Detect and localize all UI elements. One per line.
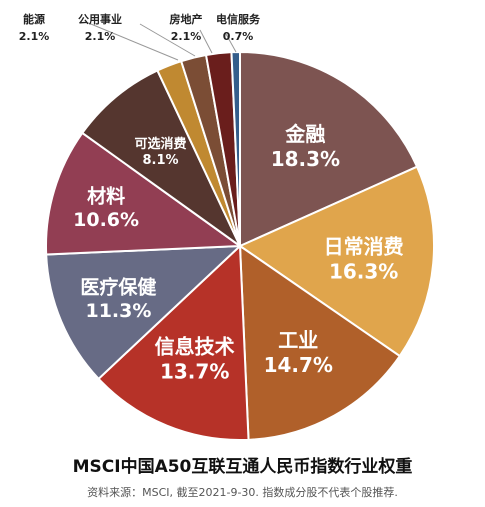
leader-line-communication-services <box>225 33 237 53</box>
slice-value-health-care: 11.3% <box>85 300 151 322</box>
slice-industrials <box>238 244 402 441</box>
slice-value-financials: 18.3% <box>271 147 340 171</box>
slice-value-information-technology: 13.7% <box>160 359 229 383</box>
leader-line-energy <box>85 21 179 61</box>
slice-label-health-care: 医疗保健 <box>80 275 156 298</box>
slice-value-energy: 2.1% <box>19 30 50 43</box>
leader-line-real-estate <box>199 29 213 54</box>
slice-label-financials: 金融 <box>284 122 325 146</box>
slice-value-materials: 10.6% <box>73 209 139 231</box>
slice-health-care <box>45 244 243 381</box>
source-note: 资料来源：MSCI, 截至2021-9-30. 指数成分股不代表个股推荐. <box>87 486 398 499</box>
slice-consumer-discretionary <box>80 69 243 250</box>
slice-value-consumer-staples: 16.3% <box>329 259 398 283</box>
slice-label-industrials: 工业 <box>278 328 318 352</box>
slice-label-real-estate: 房地产 <box>170 12 203 26</box>
slice-consumer-staples <box>237 165 435 358</box>
slice-label-consumer-discretionary: 可选消费 <box>135 136 187 152</box>
slice-value-utilities: 2.1% <box>85 30 116 43</box>
slice-materials <box>45 131 243 256</box>
slice-label-energy: 能源 <box>23 12 45 26</box>
slice-label-information-technology: 信息技术 <box>155 334 235 358</box>
slice-label-materials: 材料 <box>87 184 125 207</box>
slice-label-communication-services: 电信服务 <box>216 12 261 26</box>
slice-value-communication-services: 0.7% <box>223 30 254 43</box>
slice-value-industrials: 14.7% <box>264 353 333 377</box>
chart-title: MSCI中国A50互联互通人民币指数行业权重 <box>72 457 413 477</box>
leader-line-utilities <box>139 23 196 57</box>
slice-information-technology <box>97 243 250 441</box>
slice-value-real-estate: 2.1% <box>171 30 202 43</box>
slice-label-consumer-staples: 日常消费 <box>324 234 404 258</box>
slice-label-utilities: 公用事业 <box>78 12 122 26</box>
slice-financials <box>239 50 419 248</box>
slice-value-consumer-discretionary: 8.1% <box>143 153 179 168</box>
